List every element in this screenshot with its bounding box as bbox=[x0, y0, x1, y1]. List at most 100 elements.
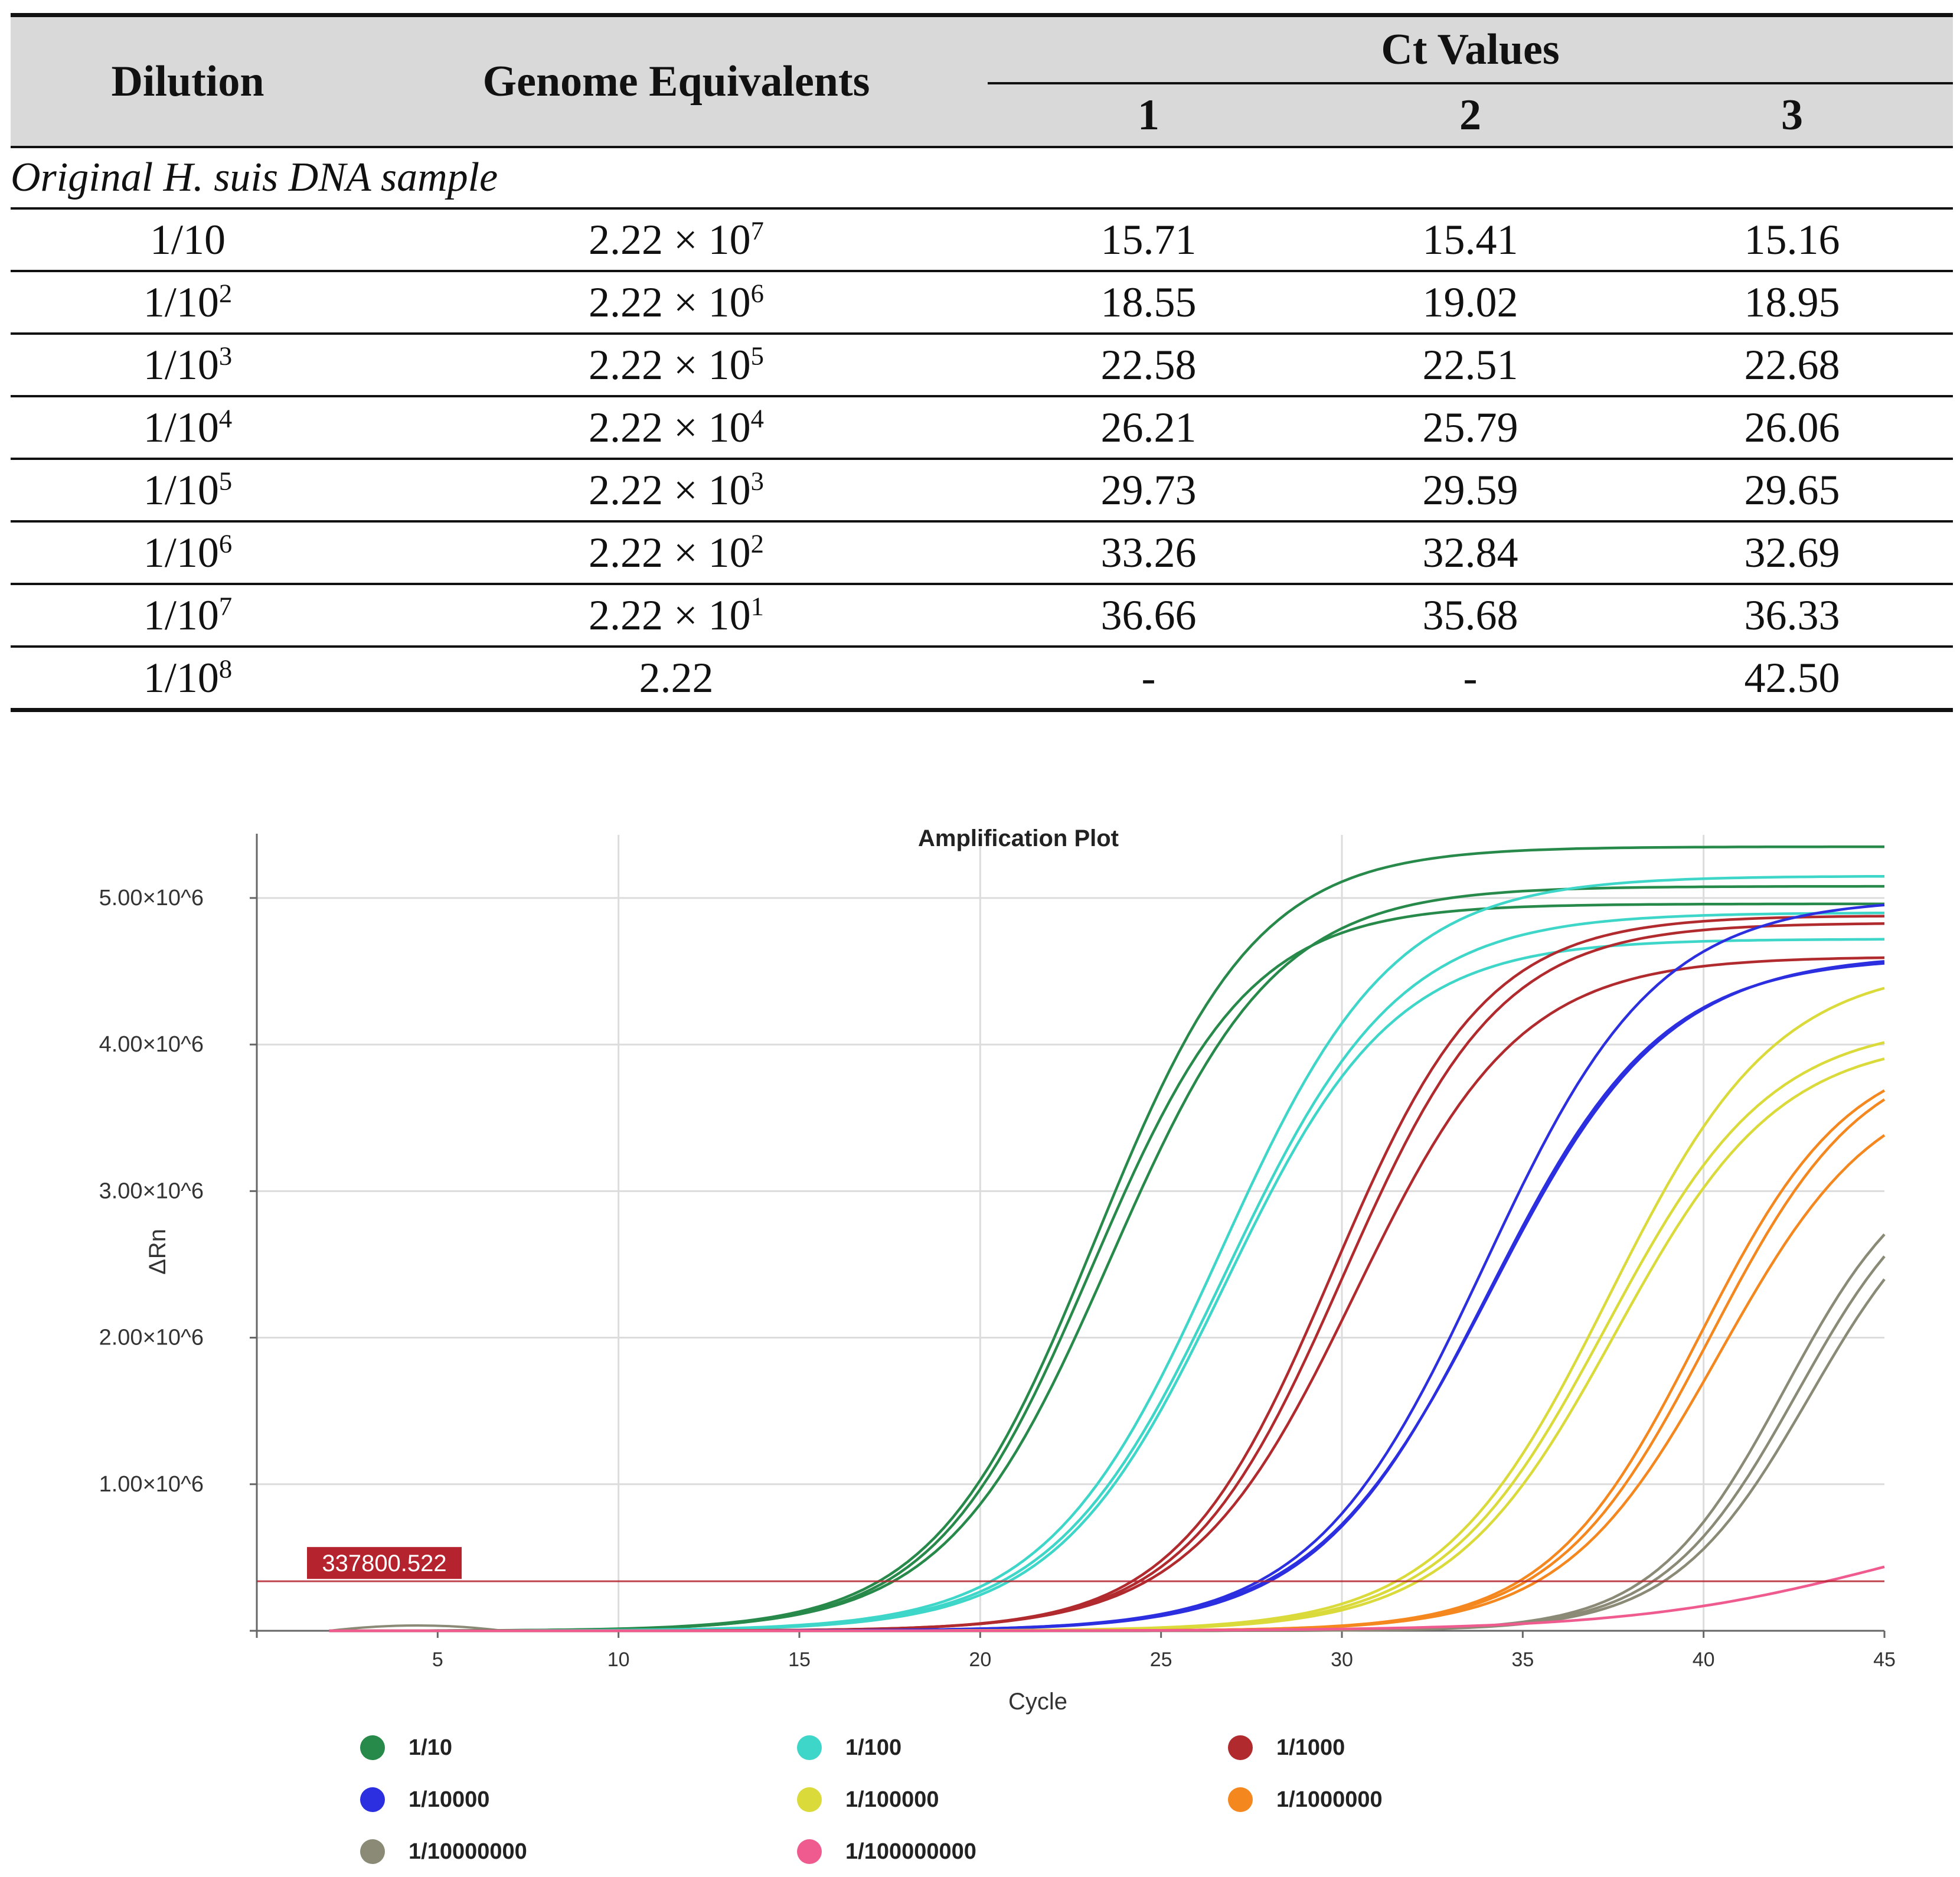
legend-dot-icon bbox=[360, 1787, 385, 1812]
header-ct-values: Ct Values bbox=[988, 15, 1954, 84]
y-tick-label: 4.00×10^6 bbox=[99, 1032, 204, 1057]
legend-dot-icon bbox=[360, 1839, 385, 1864]
y-tick-label: 3.00×10^6 bbox=[99, 1179, 204, 1203]
legend-item: 1/10000 bbox=[360, 1782, 489, 1817]
dilution-cell: 1/104 bbox=[11, 396, 365, 460]
dilution-cell-base: 1/10 bbox=[143, 654, 219, 701]
legend-label: 1/100000 bbox=[845, 1787, 939, 1812]
dilution-cell-exponent: 4 bbox=[218, 403, 233, 433]
y-tick-label: 5.00×10^6 bbox=[99, 886, 204, 910]
series-curves bbox=[329, 845, 1886, 1633]
ct-value-cell-1: - bbox=[1141, 654, 1156, 701]
dilution-cell-exponent: 8 bbox=[218, 654, 233, 684]
header-replicate-3: 3 bbox=[1631, 83, 1954, 147]
table-row: 1/104 2.22 × 104 26.21 25.79 26.06 bbox=[11, 396, 1954, 460]
y-axis-label: ΔRn bbox=[145, 1229, 171, 1275]
ct-value-cell-2: 22.51 bbox=[1309, 334, 1631, 397]
legend-dot-icon bbox=[797, 1839, 822, 1864]
ct-value-cell-1: 33.26 bbox=[988, 521, 1309, 585]
genome-equivalents-cell: 2.22 × 106 bbox=[365, 271, 988, 335]
genome-equivalents-cell-base: 2.22 × 10 bbox=[589, 592, 751, 639]
series-curve-1-100000 bbox=[329, 1041, 1885, 1633]
dilution-cell-exponent: 3 bbox=[218, 341, 233, 371]
series-curve-1-10 bbox=[329, 845, 1884, 1633]
x-tick-label: 20 bbox=[969, 1649, 991, 1671]
dilution-cell-base: 1/10 bbox=[143, 466, 219, 514]
dilution-cell-base: 1/10 bbox=[149, 216, 226, 263]
dilution-cell: 1/106 bbox=[11, 521, 365, 585]
header-genome-equivalents: Genome Equivalents bbox=[365, 15, 988, 147]
series-curve-1-10 bbox=[329, 884, 1884, 1633]
x-tick-label: 10 bbox=[607, 1649, 630, 1671]
dilution-cell-exponent: 6 bbox=[218, 528, 233, 559]
genome-equivalents-cell-base: 2.22 bbox=[639, 654, 714, 701]
table-row: 1/106 2.22 × 102 33.26 32.84 32.69 bbox=[11, 521, 1954, 585]
genome-equivalents-cell-exponent: 5 bbox=[750, 341, 764, 371]
table-header: Dilution Genome Equivalents Ct Values 1 … bbox=[11, 15, 1954, 147]
dilution-cell: 1/102 bbox=[11, 271, 365, 335]
table-row: 1/108 2.22 - - 42.50 bbox=[11, 647, 1953, 710]
axes: 1.00×10^6 2.00×10^6 3.00×10^6 4.00×10^6 5.00… bbox=[99, 834, 1896, 1671]
legend-dot-icon bbox=[797, 1787, 822, 1812]
series-curve-1-1000000 bbox=[329, 1089, 1886, 1633]
threshold: 337800.522 bbox=[257, 1547, 1884, 1582]
legend-dot-icon bbox=[1228, 1787, 1253, 1812]
legend-item: 1/10000000 bbox=[360, 1834, 527, 1869]
genome-equivalents-cell: 2.22 × 101 bbox=[365, 584, 988, 648]
threshold-label-box bbox=[307, 1547, 462, 1579]
series-curve-1-10000 bbox=[329, 959, 1885, 1633]
ct-value-cell-2: 25.79 bbox=[1309, 396, 1631, 460]
ct-value-cell-3: 36.33 bbox=[1631, 584, 1954, 648]
legend-label: 1/1000000 bbox=[1276, 1787, 1383, 1812]
legend-dot-icon bbox=[360, 1735, 385, 1760]
x-tick-label: 15 bbox=[788, 1649, 811, 1671]
dilution-cell-base: 1/10 bbox=[143, 279, 219, 326]
amplification-plot: 1.00×10^6 2.00×10^6 3.00×10^6 4.00×10^6 5.00… bbox=[0, 785, 1960, 1877]
grid-lines bbox=[257, 835, 1884, 1631]
section-label: Original H. suis DNA sample bbox=[11, 147, 1954, 210]
x-tick-label: 40 bbox=[1693, 1649, 1715, 1671]
genome-equivalents-cell-base: 2.22 × 10 bbox=[589, 404, 751, 451]
ct-values-table: Dilution Genome Equivalents Ct Values 1 … bbox=[11, 13, 1954, 712]
header-replicate-1: 1 bbox=[988, 83, 1309, 147]
table-row: 1/105 2.22 × 103 29.73 29.59 29.65 bbox=[11, 459, 1954, 523]
legend-item: 1/1000000 bbox=[1228, 1782, 1383, 1817]
chart-legend: 1/10 1/100 1/1000 1/10000 1/100000 1/1000000 1… bbox=[360, 1730, 1659, 1872]
dilution-cell: 1/108 bbox=[11, 647, 365, 710]
x-tick-label: 45 bbox=[1873, 1649, 1896, 1671]
genome-equivalents-cell-base: 2.22 × 10 bbox=[589, 341, 751, 389]
header-replicate-2: 2 bbox=[1309, 83, 1631, 147]
genome-equivalents-cell-base: 2.22 × 10 bbox=[589, 216, 751, 263]
dilution-cell-exponent: 2 bbox=[218, 278, 233, 308]
legend-dot-icon bbox=[797, 1735, 822, 1760]
series-curve-1-100000000 bbox=[329, 1565, 1885, 1633]
ct-value-cell-1: 36.66 bbox=[988, 584, 1309, 648]
ct-value-cell-3: 15.16 bbox=[1631, 208, 1954, 272]
genome-equivalents-cell: 2.22 × 107 bbox=[365, 208, 988, 272]
ct-value-cell-2: 15.41 bbox=[1309, 208, 1631, 272]
series-curve-1-1000 bbox=[329, 956, 1885, 1633]
genome-equivalents-cell: 2.22 × 103 bbox=[365, 459, 988, 523]
dilution-cell-base: 1/10 bbox=[143, 404, 219, 451]
y-tick-label: 1.00×10^6 bbox=[99, 1472, 204, 1497]
series-curve-1-100000 bbox=[329, 1057, 1885, 1633]
threshold-label: 337800.522 bbox=[322, 1550, 446, 1576]
ct-value-cell-2: - bbox=[1463, 654, 1478, 701]
series-curve-1-10000 bbox=[329, 962, 1885, 1633]
dilution-cell: 1/107 bbox=[11, 584, 365, 648]
genome-equivalents-cell-exponent: 2 bbox=[750, 528, 764, 559]
ct-value-cell-1: 26.21 bbox=[988, 396, 1309, 460]
x-tick-label: 30 bbox=[1331, 1649, 1353, 1671]
ct-value-cell-2: 35.68 bbox=[1309, 584, 1631, 648]
table-row: 1/102 2.22 × 106 18.55 19.02 18.95 bbox=[11, 271, 1954, 335]
ct-value-cell-3: 29.65 bbox=[1631, 459, 1954, 523]
ct-value-cell-3: 22.68 bbox=[1631, 334, 1954, 397]
amplification-plot-svg: 1.00×10^6 2.00×10^6 3.00×10^6 4.00×10^6 5.00… bbox=[99, 825, 1896, 1715]
ct-value-cell-2: 19.02 bbox=[1309, 271, 1631, 335]
genome-equivalents-cell-exponent: 3 bbox=[750, 466, 764, 496]
ct-value-cell-3: 32.69 bbox=[1631, 521, 1954, 585]
genome-equivalents-cell: 2.22 bbox=[365, 647, 988, 710]
genome-equivalents-cell: 2.22 × 105 bbox=[365, 334, 988, 397]
legend-item: 1/10 bbox=[360, 1730, 452, 1765]
dilution-cell-exponent: 7 bbox=[218, 591, 233, 621]
